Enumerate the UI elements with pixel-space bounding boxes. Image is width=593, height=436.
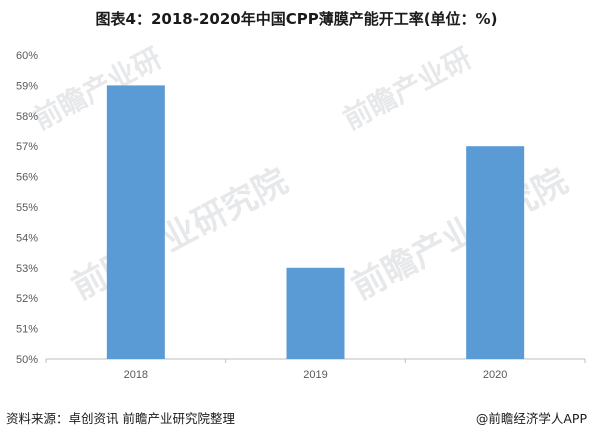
x-tick-label: 2018 [124,369,148,381]
brand-credit: @前瞻经济学人APP [475,411,587,426]
source-note: 资料来源：卓创资讯 前瞻产业研究院整理 [6,411,235,426]
y-tick-label: 53% [16,263,38,275]
y-tick-label: 54% [16,232,38,244]
y-tick-label: 57% [16,141,38,153]
chart-title: 图表4：2018-2020年中国CPP薄膜产能开工率(单位：%) [95,10,498,28]
y-tick-label: 52% [16,293,38,305]
x-tick-label: 2020 [483,369,507,381]
svg-text:前瞻产业研究院: 前瞻产业研究院 [65,161,294,308]
footer: 资料来源：卓创资讯 前瞻产业研究院整理 @前瞻经济学人APP [0,400,593,436]
y-tick-label: 56% [16,172,38,184]
x-tick-label: 2019 [303,369,327,381]
bar [466,146,525,359]
y-tick-label: 50% [16,354,38,366]
svg-text:前瞻产业研: 前瞻产业研 [338,41,477,136]
y-tick-label: 58% [16,111,38,123]
bar [106,85,165,360]
y-tick-label: 51% [16,324,38,336]
svg-text:前瞻产业研究院: 前瞻产业研究院 [345,161,574,308]
y-tick-label: 60% [16,50,38,62]
y-tick-label: 59% [16,80,38,92]
bar [286,267,345,359]
bar-chart: 前瞻产业研 前瞻产业研究院 前瞻产业研 前瞻产业研究院 50%51%52%53%… [16,41,586,381]
y-tick-label: 55% [16,202,38,214]
